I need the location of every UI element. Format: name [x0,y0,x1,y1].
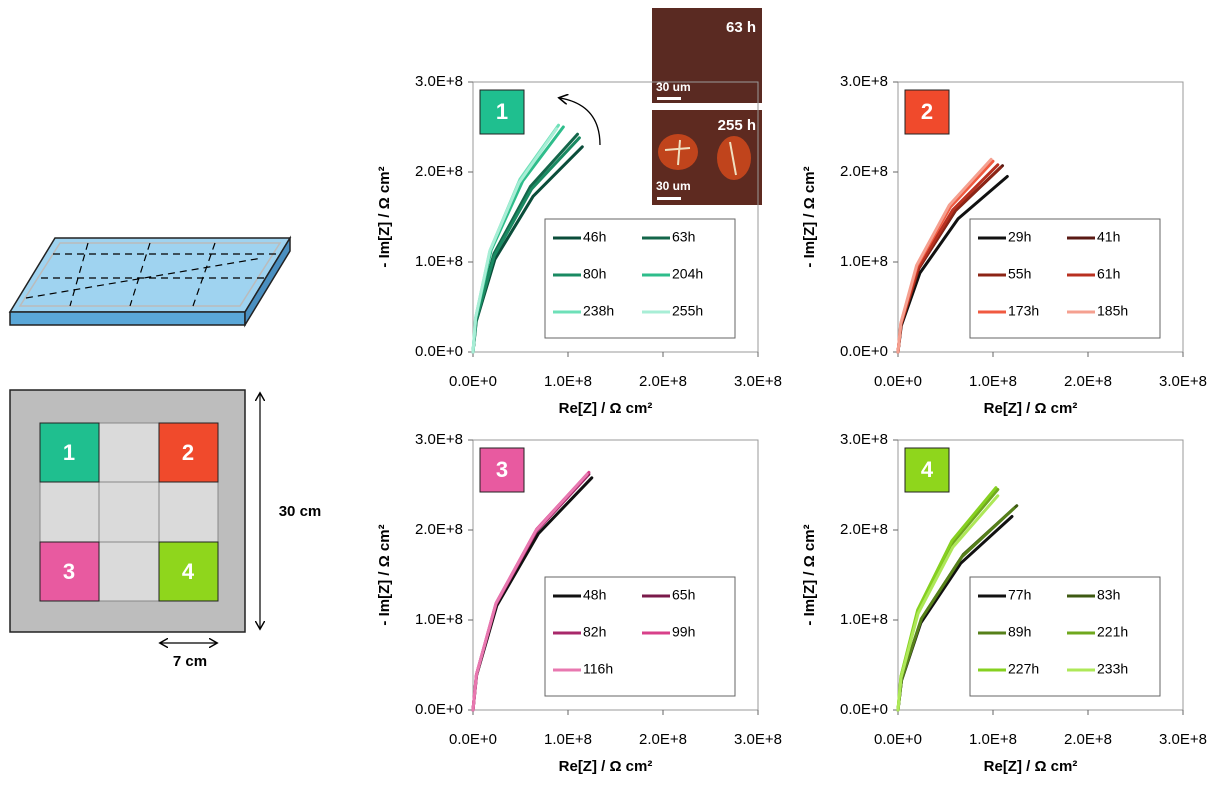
x-tick-label: 3.0E+8 [734,373,782,390]
y-axis-title: - Im[Z] / Ω cm² [801,524,818,625]
y-tick-label: 1.0E+8 [840,611,888,628]
cell-label: 2 [182,440,194,465]
panel-badge-label: 2 [921,99,933,124]
panel-badge-label: 4 [921,457,934,482]
x-tick-label: 3.0E+8 [1159,731,1207,748]
y-tick-label: 3.0E+8 [840,73,888,90]
plot-frame [472,81,759,353]
y-axis-title: - Im[Z] / Ω cm² [376,524,393,625]
panel-badge [479,447,525,493]
x-tick-label: 2.0E+8 [639,731,687,748]
y-tick-label: 2.0E+8 [415,163,463,180]
x-tick-label: 1.0E+8 [969,373,1017,390]
x-tick-label: 1.0E+8 [969,731,1017,748]
y-tick-label: 2.0E+8 [415,521,463,538]
chart: 0.0E+0 1.0E+8 2.0E+8 3.0E+8 0.0E+0 1.0E+8 2.0E… [376,73,782,417]
micrograph-inset: 63 h 255 h 30 um 30 um [560,8,762,205]
cell-label: 3 [63,559,75,584]
y-tick-label: 0.0E+0 [415,343,463,360]
y-tick-label: 1.0E+8 [415,611,463,628]
y-tick-label: 1.0E+8 [415,253,463,270]
y-tick-label: 3.0E+8 [415,431,463,448]
panel-badge-label: 1 [496,99,508,124]
legend-label: 77h [1008,587,1031,603]
legend-label: 116h [583,661,613,677]
legend-label: 238h [583,303,614,319]
width-label: 7 cm [173,653,207,670]
data-line [896,494,1000,712]
legend-label: 82h [583,624,606,640]
slab-diagram [8,235,292,328]
panel-badge [904,89,950,135]
data-line [471,472,589,712]
x-tick-label: 2.0E+8 [1064,731,1112,748]
x-tick-label: 0.0E+0 [449,731,497,748]
y-tick-label: 2.0E+8 [840,521,888,538]
legend-label: 99h [672,624,695,640]
scale-label: 30 um [656,179,691,193]
legend-label: 89h [1008,624,1031,640]
legend-label: 185h [1097,303,1128,319]
plot-frame [897,81,1184,353]
x-tick-label: 0.0E+0 [449,373,497,390]
x-tick-label: 1.0E+8 [544,373,592,390]
chart: 0.0E+0 1.0E+8 2.0E+8 3.0E+8 0.0E+0 1.0E+8 2.0E… [801,431,1207,775]
legend-label: 204h [672,266,703,282]
plot-frame [897,439,1184,711]
cell-label: 4 [182,559,195,584]
y-tick-label: 0.0E+0 [415,701,463,718]
x-axis-title: Re[Z] / Ω cm² [984,400,1078,417]
legend-label: 233h [1097,661,1128,677]
inset-label: 255 h [718,117,756,134]
y-tick-label: 2.0E+8 [840,163,888,180]
x-tick-label: 2.0E+8 [1064,373,1112,390]
y-tick-label: 3.0E+8 [840,431,888,448]
scale-label: 30 um [656,80,691,94]
legend-label: 55h [1008,266,1031,282]
legend-label: 255h [672,303,703,319]
x-tick-label: 3.0E+8 [1159,373,1207,390]
plot-frame [472,439,759,711]
data-line [471,127,559,354]
legend-label: 61h [1097,266,1120,282]
y-tick-label: 0.0E+0 [840,343,888,360]
legend-label: 63h [672,229,695,245]
x-axis-title: Re[Z] / Ω cm² [559,400,653,417]
legend-label: 48h [583,587,606,603]
legend-label: 80h [583,266,606,282]
legend-label: 29h [1008,229,1031,245]
legend-label: 46h [583,229,606,245]
legend-label: 221h [1097,624,1128,640]
x-tick-label: 3.0E+8 [734,731,782,748]
legend-label: 65h [672,587,695,603]
panel-badge-label: 3 [496,457,508,482]
x-tick-label: 2.0E+8 [639,373,687,390]
x-tick-label: 1.0E+8 [544,731,592,748]
panel-badge [479,89,525,135]
x-axis-title: Re[Z] / Ω cm² [984,758,1078,775]
legend-label: 227h [1008,661,1039,677]
y-tick-label: 3.0E+8 [415,73,463,90]
grid-diagram: 1 2 3 4 30 cm 7 cm [9,389,322,670]
chart: 0.0E+0 1.0E+8 2.0E+8 3.0E+8 0.0E+0 1.0E+8 2.0E… [801,73,1207,417]
legend-label: 173h [1008,303,1039,319]
cell-label: 1 [63,440,75,465]
y-axis-title: - Im[Z] / Ω cm² [801,166,818,267]
x-tick-label: 0.0E+0 [874,373,922,390]
inset-label: 63 h [726,19,756,36]
legend-label: 41h [1097,229,1120,245]
y-tick-label: 1.0E+8 [840,253,888,270]
x-axis-title: Re[Z] / Ω cm² [559,758,653,775]
panel-badge [904,447,950,493]
chart: 0.0E+0 1.0E+8 2.0E+8 3.0E+8 0.0E+0 1.0E+8 2.0E… [376,431,782,775]
height-label: 30 cm [279,503,322,520]
legend-label: 83h [1097,587,1120,603]
data-line [896,157,993,354]
x-tick-label: 0.0E+0 [874,731,922,748]
y-tick-label: 0.0E+0 [840,701,888,718]
y-axis-title: - Im[Z] / Ω cm² [376,166,393,267]
